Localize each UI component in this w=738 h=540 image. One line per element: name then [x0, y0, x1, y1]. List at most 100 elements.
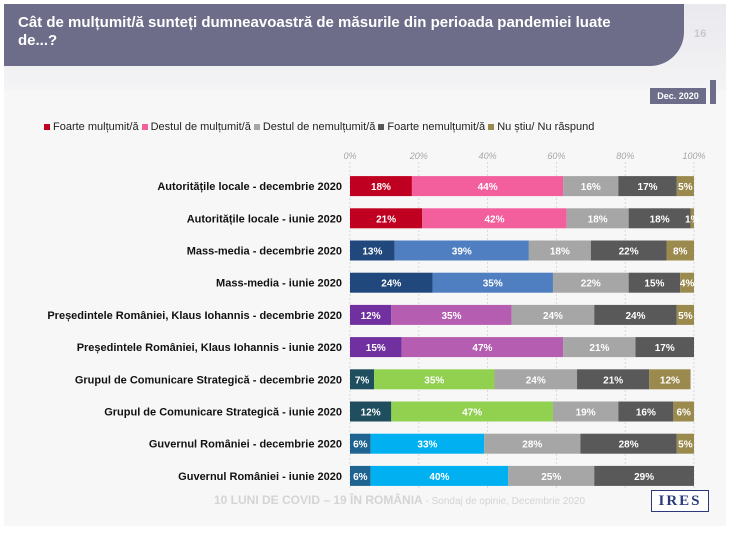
footer-caption: 10 LUNI DE COVID – 19 ÎN ROMÂNIA - Sonda…	[214, 493, 585, 507]
legend-item: Destul de nemulțumit/ă	[253, 121, 376, 133]
bar-segment	[350, 337, 402, 358]
value-label: 21%	[376, 214, 396, 225]
category-label: Autoritățile locale - iunie 2020	[187, 213, 342, 225]
category-label: Guvernul României - iunie 2020	[178, 471, 342, 483]
legend-swatch	[378, 124, 385, 130]
value-label: 28%	[522, 440, 542, 451]
bar-segment	[566, 208, 629, 229]
category-label: Mass-media - decembrie 2020	[187, 246, 342, 258]
bar-segment	[628, 208, 691, 229]
value-label: 8%	[673, 247, 688, 258]
legend-label: Nu știu/ Nu răspund	[497, 121, 595, 133]
bar-segment	[577, 369, 650, 390]
bar-segment	[580, 433, 677, 454]
value-label: 18%	[550, 247, 570, 258]
legend-swatch	[488, 124, 495, 130]
x-tick-label: 20%	[409, 151, 428, 161]
x-tick-label: 60%	[547, 151, 565, 161]
bar-segment	[411, 176, 564, 197]
value-label: 12%	[361, 311, 381, 322]
category-label: Președintele României, Klaus Iohannis - …	[77, 342, 342, 354]
bar-segment	[391, 304, 512, 325]
value-label: 18%	[650, 214, 670, 225]
value-label: 35%	[483, 279, 503, 290]
value-label: 6%	[676, 408, 691, 419]
value-label: 16%	[636, 408, 656, 419]
x-tick-label: 0%	[343, 151, 356, 161]
bar-segment	[401, 337, 564, 358]
bar-segment	[484, 433, 581, 454]
value-label: 24%	[626, 311, 646, 322]
value-label: 19%	[576, 408, 596, 419]
bar-segment	[563, 337, 636, 358]
bar-segment	[350, 465, 371, 486]
bar-segment	[635, 337, 694, 358]
bar-segment	[370, 433, 485, 454]
category-label: Grupul de Comunicare Strategică - decemb…	[75, 374, 342, 386]
value-label: 40%	[429, 472, 449, 483]
date-badge: Dec. 2020	[650, 88, 706, 104]
bar-segment	[563, 176, 619, 197]
value-label: 18%	[588, 214, 608, 225]
bar-segment	[350, 369, 375, 390]
page-title: Cât de mulțumit/ă sunteți dumneavoastră …	[18, 14, 611, 49]
value-label: 21%	[603, 375, 623, 386]
value-label: 24%	[526, 375, 546, 386]
value-label: 44%	[478, 182, 498, 193]
bar-segment	[552, 401, 619, 422]
bar-segment	[618, 401, 674, 422]
value-label: 24%	[381, 279, 401, 290]
bar-segment	[673, 401, 694, 422]
value-label: 1%	[685, 214, 700, 225]
page-number: 16	[694, 28, 707, 40]
bar-segment	[618, 176, 677, 197]
legend-swatch	[141, 124, 148, 130]
value-label: 42%	[484, 214, 504, 225]
value-label: 6%	[353, 472, 368, 483]
legend-item: Foarte nemulțumit/ă	[378, 121, 485, 133]
legend-label: Foarte nemulțumit/ă	[387, 121, 486, 133]
bar-segment	[666, 240, 694, 261]
value-label: 33%	[417, 440, 437, 451]
value-label: 7%	[355, 375, 370, 386]
bar-segment	[350, 240, 395, 261]
value-label: 47%	[472, 343, 492, 354]
legend-item: Destul de mulțumit/ă	[141, 121, 251, 133]
bar-segment	[350, 272, 433, 293]
bar-segment	[590, 240, 667, 261]
category-label: Autoritățile locale - decembrie 2020	[157, 181, 342, 193]
value-label: 5%	[678, 311, 693, 322]
bar-segment	[508, 465, 595, 486]
bar-segment	[594, 304, 677, 325]
value-label: 15%	[644, 279, 664, 290]
bar-segment	[511, 304, 595, 325]
value-label: 22%	[619, 247, 639, 258]
date-strip	[710, 80, 716, 104]
bar-segment	[422, 208, 567, 229]
bar-segment	[628, 272, 681, 293]
legend-swatch	[253, 124, 260, 130]
x-tick-label: 80%	[616, 151, 634, 161]
value-label: 35%	[441, 311, 461, 322]
bar-segment	[350, 208, 423, 229]
legend-item: Foarte mulțumit/ă	[44, 121, 139, 133]
value-label: 17%	[638, 182, 658, 193]
bar-segment	[494, 369, 578, 390]
bar-segment	[594, 465, 694, 486]
bar-segment	[680, 272, 694, 293]
bar-segment	[649, 369, 691, 390]
value-label: 39%	[452, 247, 472, 258]
category-label: Președintele României, Klaus Iohannis - …	[47, 310, 342, 322]
value-label: 6%	[353, 440, 368, 451]
bar-segment	[690, 208, 694, 229]
x-tick-label: 40%	[479, 151, 497, 161]
chart-legend: Foarte mulțumit/ă Destul de mulțumit/ă Des…	[44, 121, 597, 133]
legend-label: Destul de nemulțumit/ă	[262, 121, 376, 133]
footer-subtitle: - Sondaj de opinie, Decembrie 2020	[422, 496, 586, 507]
category-label: Guvernul României - decembrie 2020	[149, 439, 342, 451]
ires-logo: IRES	[651, 490, 709, 512]
bar-segment	[350, 433, 371, 454]
x-tick-label: 100%	[682, 151, 705, 161]
bar-segment	[676, 176, 694, 197]
